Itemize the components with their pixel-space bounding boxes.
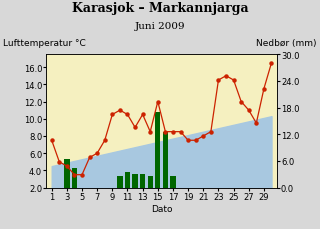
Text: Nedbør (mm): Nedbør (mm) — [256, 39, 317, 48]
Text: Karasjok – Markannjarga: Karasjok – Markannjarga — [72, 2, 248, 15]
Text: Lufttemperatur °C: Lufttemperatur °C — [3, 39, 86, 48]
Bar — [64, 159, 69, 188]
Bar — [148, 177, 153, 188]
Bar — [170, 177, 176, 188]
Bar — [163, 132, 168, 188]
Bar — [125, 172, 130, 188]
Bar — [155, 112, 160, 188]
X-axis label: Dato: Dato — [151, 204, 172, 213]
Bar — [72, 168, 77, 188]
Bar — [132, 174, 138, 188]
Bar — [140, 174, 145, 188]
Bar — [117, 177, 123, 188]
Text: Juni 2009: Juni 2009 — [135, 22, 185, 31]
